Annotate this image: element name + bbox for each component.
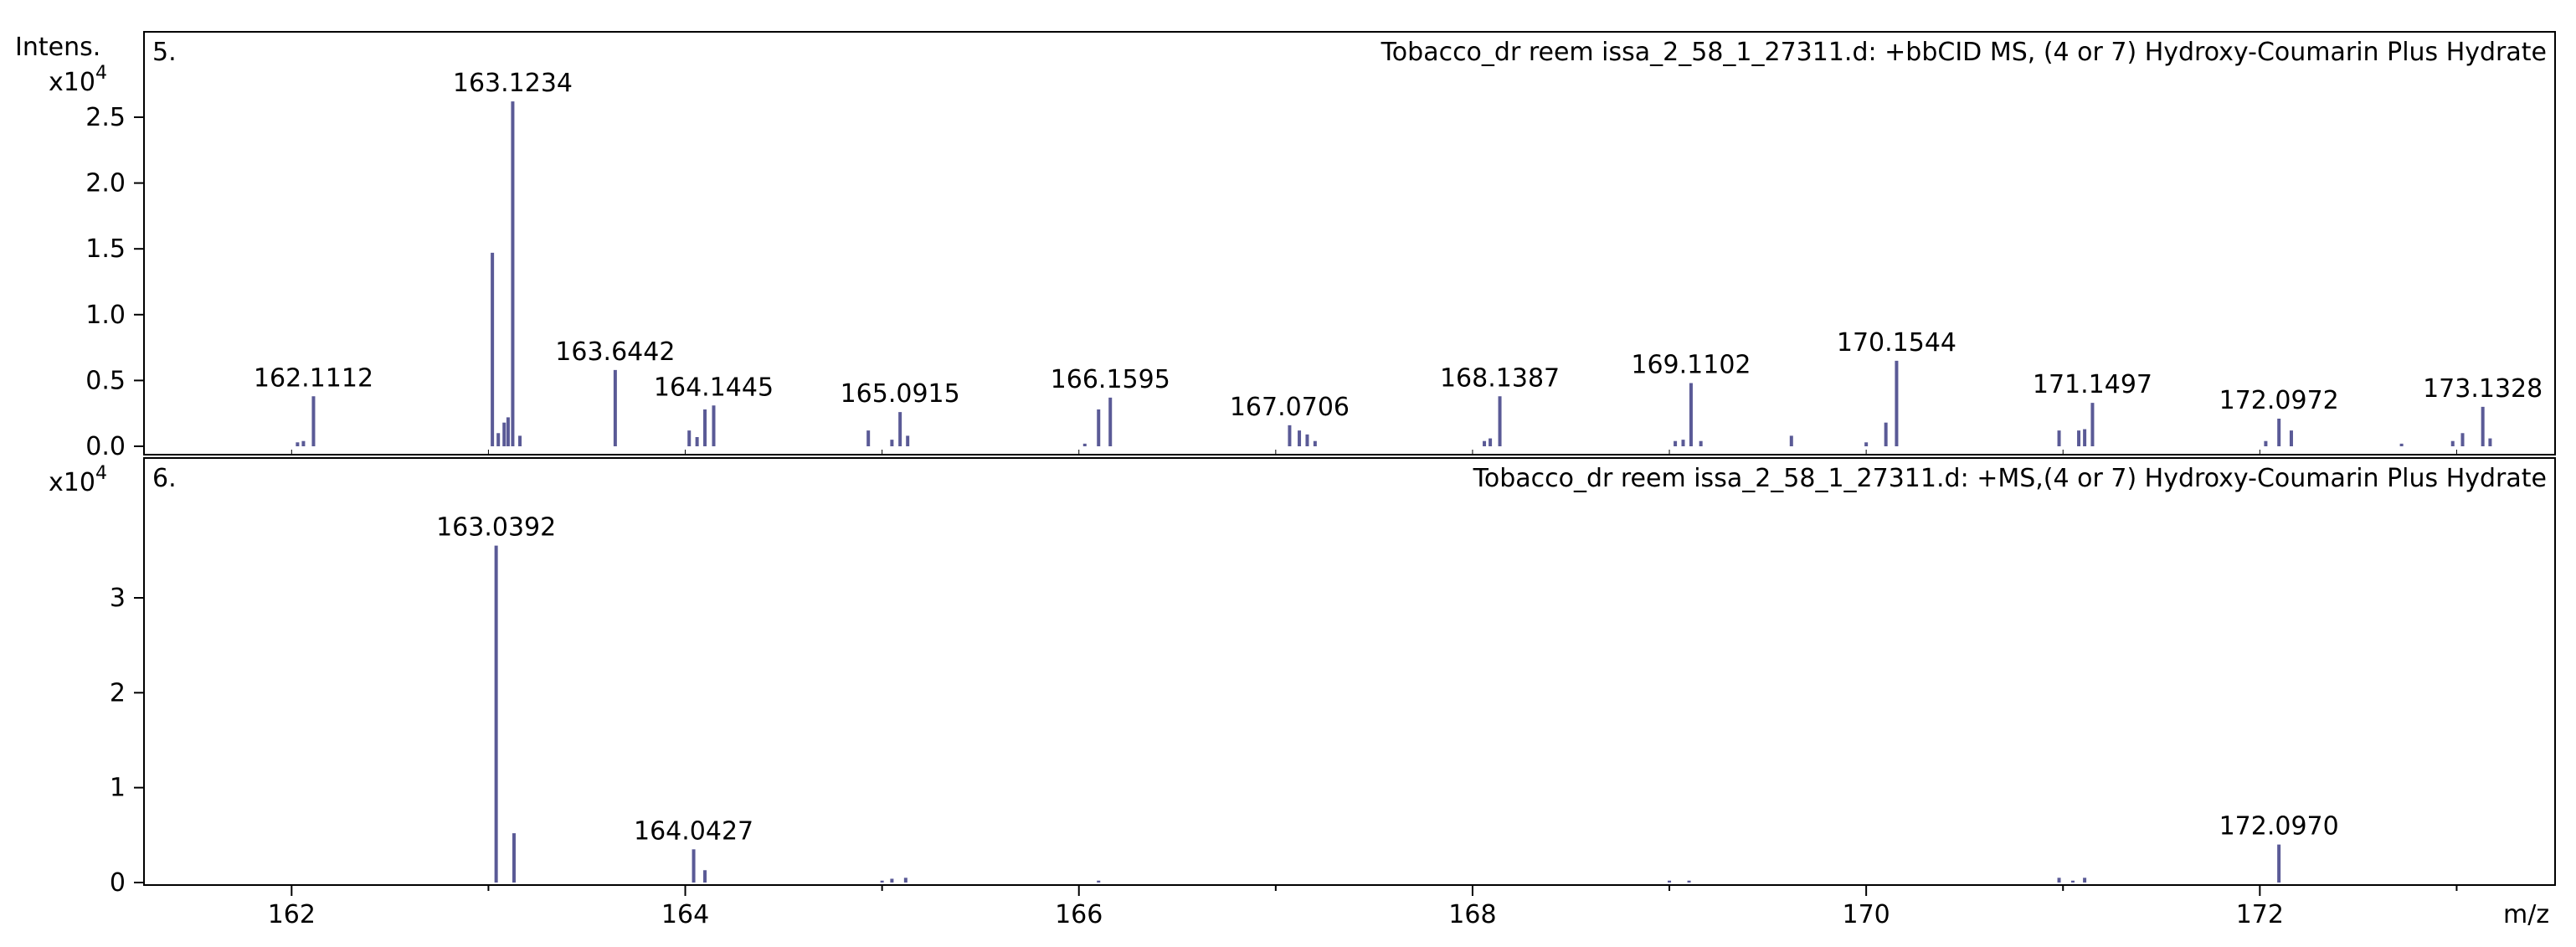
y-tick-label: 1.5 bbox=[85, 234, 126, 264]
y-exponent-power: 4 bbox=[95, 63, 107, 84]
peak-label: 168.1387 bbox=[1440, 363, 1560, 393]
peak-label: 163.6442 bbox=[555, 337, 675, 367]
y-tick-label: 0.5 bbox=[85, 366, 126, 395]
peak-label: 165.0915 bbox=[841, 379, 960, 409]
y-axis-title: Intens. bbox=[15, 33, 100, 62]
x-tick-label: 162 bbox=[268, 900, 316, 929]
peak-label: 172.0970 bbox=[2219, 812, 2339, 841]
panel-number: 6. bbox=[152, 464, 177, 493]
x-tick-label: 164 bbox=[661, 900, 709, 929]
x-tick-label: 166 bbox=[1055, 900, 1103, 929]
peak-label: 171.1497 bbox=[2033, 370, 2152, 399]
x-axis-title: m/z bbox=[2503, 900, 2549, 929]
peak-label: 173.1328 bbox=[2423, 374, 2543, 404]
spectrum-panel-6: 0 1 2 3 x104 6. Tobacco_dr reem issa_2_58_1_27… bbox=[49, 457, 2556, 898]
y-exponent-label: x104 bbox=[49, 463, 107, 497]
peak-label: 163.0392 bbox=[436, 513, 556, 543]
peak-label: 162.1112 bbox=[254, 363, 373, 393]
y-tick-label: 0 bbox=[110, 868, 126, 898]
spectrum-panel-5: 0.0 0.5 1.0 1.5 2.0 2.5 x104 5. Tobacco_dr reem … bbox=[49, 31, 2556, 461]
spectrum-panels: 0.0 0.5 1.0 1.5 2.0 2.5 x104 5. Tobacco_dr reem … bbox=[49, 31, 2556, 929]
x-tick-label: 168 bbox=[1448, 900, 1496, 929]
x-tick-label: 172 bbox=[2236, 900, 2284, 929]
peak-label: 172.0972 bbox=[2219, 386, 2339, 415]
peak-label: 164.1445 bbox=[654, 373, 774, 402]
panel-title: Tobacco_dr reem issa_2_58_1_27311.d: +MS… bbox=[1473, 464, 2547, 493]
y-tick-label: 2 bbox=[110, 678, 126, 708]
peak-label: 166.1595 bbox=[1051, 365, 1170, 394]
x-tick-label: 170 bbox=[1843, 900, 1890, 929]
y-exponent-power: 4 bbox=[95, 463, 107, 484]
peak-label: 167.0706 bbox=[1230, 393, 1350, 422]
panel-number: 5. bbox=[152, 38, 177, 67]
y-exponent-label: x104 bbox=[49, 63, 107, 97]
peak-label: 164.0427 bbox=[634, 816, 753, 846]
y-tick-label: 0.0 bbox=[85, 432, 126, 461]
peak-label: 170.1544 bbox=[1837, 328, 1956, 358]
plot-frame bbox=[143, 457, 2556, 886]
x-axis: 162 164 166 168 170 172 bbox=[268, 885, 2458, 929]
plot-frame bbox=[143, 31, 2556, 455]
y-tick-label: 1.0 bbox=[85, 301, 126, 330]
peak-label: 163.1234 bbox=[453, 69, 573, 98]
y-tick-label: 2.5 bbox=[85, 103, 126, 132]
y-tick-label: 2.0 bbox=[85, 169, 126, 198]
y-tick-label: 3 bbox=[110, 584, 126, 613]
panel-title: Tobacco_dr reem issa_2_58_1_27311.d: +bb… bbox=[1381, 38, 2547, 67]
peak-label: 169.1102 bbox=[1631, 351, 1751, 380]
y-tick-label: 1 bbox=[110, 774, 126, 803]
